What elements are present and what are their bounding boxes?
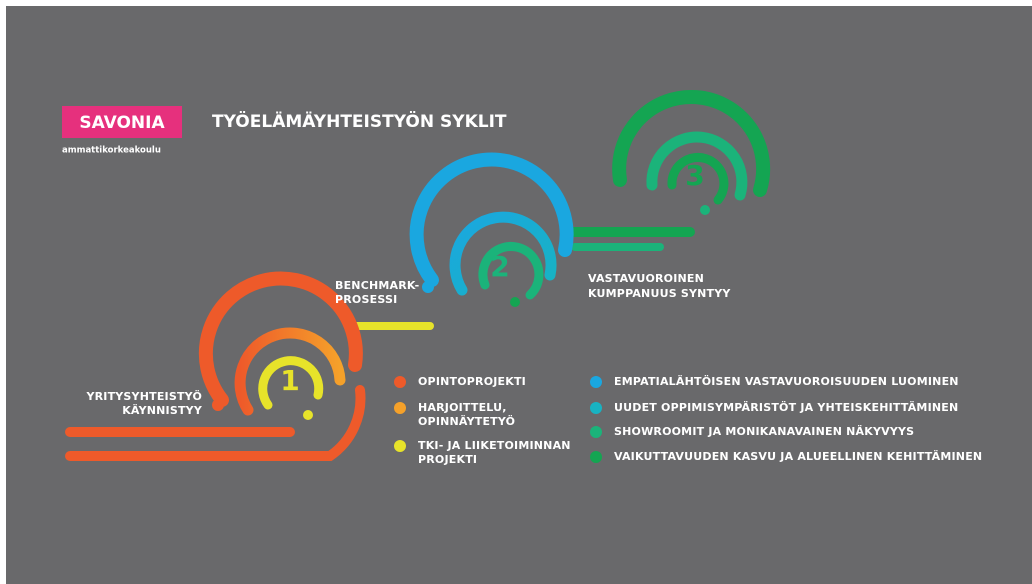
- legend-label: UUDET OPPIMISYMPÄRISTÖT JA YHTEISKEHITTÄ…: [614, 400, 958, 414]
- cycle-number: 2: [490, 250, 509, 283]
- legend-dot: [394, 376, 406, 388]
- dot: [510, 297, 520, 307]
- legend-label: SHOWROOMIT JA MONIKANAVAINEN NÄKYVYYS: [614, 424, 914, 438]
- legend-dot: [590, 451, 602, 463]
- logo: SAVONIA: [79, 113, 165, 133]
- legend-label: OPINNÄYTETYÖ: [418, 414, 515, 428]
- legend-label: TKI- JA LIIKETOIMINNAN: [418, 439, 571, 452]
- infographic: SAVONIA ammattikorkeakoulu TYÖELÄMÄYHTEI…: [0, 0, 1032, 584]
- dot: [700, 205, 710, 215]
- title: TYÖELÄMÄYHTEISTYÖN SYKLIT: [212, 110, 507, 132]
- legend-dot: [394, 440, 406, 452]
- legend-label: HARJOITTELU,: [418, 401, 507, 414]
- legend-label: PROJEKTI: [418, 453, 477, 466]
- background: [6, 6, 1032, 584]
- legend-label: VAIKUTTAVUUDEN KASVU JA ALUEELLINEN KEHI…: [614, 449, 982, 463]
- cycle-number: 1: [280, 364, 299, 397]
- stage-label: VASTAVUOROINEN: [588, 272, 704, 285]
- stage-label: KÄYNNISTYY: [122, 403, 203, 417]
- cycle-number: 3: [685, 159, 704, 192]
- legend-dot: [590, 376, 602, 388]
- dot: [212, 399, 224, 411]
- dot: [303, 410, 313, 420]
- legend-label: OPINTOPROJEKTI: [418, 375, 526, 388]
- stage-label: KUMPPANUUS SYNTYY: [588, 287, 731, 300]
- legend-dot: [590, 402, 602, 414]
- dot: [422, 281, 434, 293]
- legend-label: EMPATIALÄHTÖISEN VASTAVUOROISUUDEN LUOMI…: [614, 374, 959, 388]
- legend-dot: [394, 402, 406, 414]
- stage-label: PROSESSI: [335, 293, 397, 306]
- page: SAVONIA ammattikorkeakoulu TYÖELÄMÄYHTEI…: [0, 0, 1032, 584]
- stage-label: YRITYSYHTEISTYÖ: [85, 389, 202, 403]
- stage-label: BENCHMARK-: [335, 279, 419, 292]
- legend-dot: [590, 426, 602, 438]
- logo-subtitle: ammattikorkeakoulu: [62, 146, 161, 156]
